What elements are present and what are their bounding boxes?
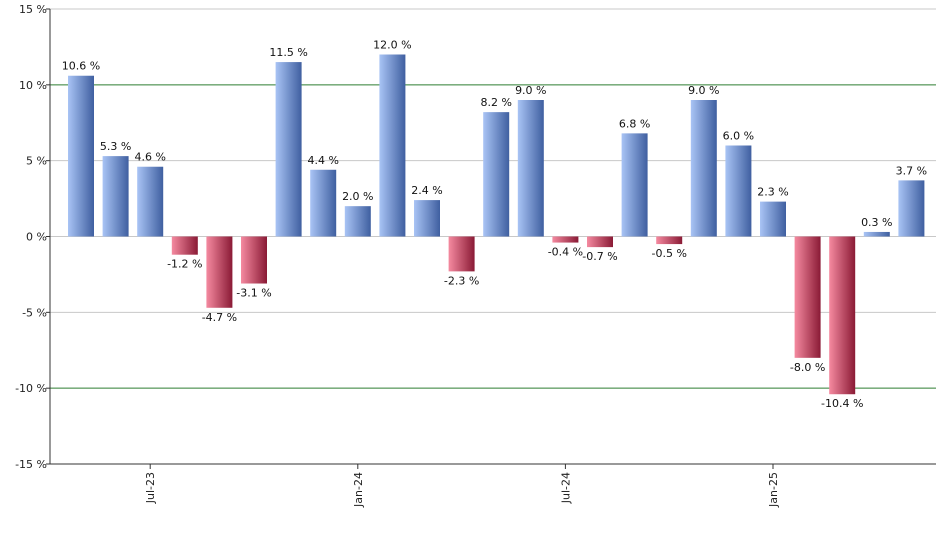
bar-value-label: 12.0 % (373, 39, 411, 52)
bar-value-label: 2.3 % (757, 186, 788, 199)
bar-positive (379, 54, 406, 237)
bar-positive (68, 75, 94, 237)
y-tick-label: 5 % (26, 155, 47, 168)
bar-value-label: -8.0 % (790, 361, 825, 374)
bar-value-label: 8.2 % (480, 96, 511, 109)
bar-positive (137, 166, 164, 237)
bar-value-label: 3.7 % (896, 164, 927, 177)
bar-value-label: -1.2 % (167, 258, 202, 271)
bar-positive (414, 200, 440, 237)
x-tick-label: Jan-25 (767, 472, 780, 508)
bar-negative (448, 236, 475, 272)
bar-value-label: -0.5 % (651, 247, 686, 260)
bar-value-label: -2.3 % (444, 274, 479, 287)
y-tick-label: -10 % (15, 382, 47, 395)
bar-value-label: 5.3 % (100, 140, 131, 153)
y-tick-label: -15 % (15, 458, 47, 471)
bar-positive (102, 156, 129, 237)
bar-positive (760, 201, 786, 237)
bar-negative (587, 236, 613, 248)
bar-value-label: 4.4 % (307, 154, 338, 167)
bar-value-label: -0.4 % (548, 246, 583, 259)
bar-negative (794, 236, 821, 358)
bar-negative (552, 236, 579, 243)
y-tick-label: 15 % (19, 3, 47, 16)
bar-value-label: 2.0 % (342, 190, 373, 203)
bar-value-label: 10.6 % (62, 60, 100, 73)
bar-positive (517, 100, 544, 237)
y-tick-label: 0 % (26, 231, 47, 244)
bars-layer (68, 54, 925, 395)
bar-value-label: -3.1 % (236, 287, 271, 300)
bar-negative (241, 236, 267, 284)
bar-value-label: 0.3 % (861, 216, 892, 229)
bar-positive (863, 231, 890, 237)
data-labels-layer: 10.6 % 5.3 %4.6 % -1.2 % -4.7 % -3.1 % 11.5 %… (62, 39, 927, 411)
bar-value-label: 4.6 % (134, 151, 165, 164)
bar-negative (171, 236, 198, 255)
bar-value-label: -0.7 % (582, 250, 617, 263)
bar-value-label: 9.0 % (515, 84, 546, 97)
bar-negative (656, 236, 683, 245)
bar-positive (898, 180, 925, 237)
bar-positive (690, 100, 717, 237)
bar-positive (310, 169, 337, 237)
bar-value-label: 2.4 % (411, 184, 442, 197)
x-tick-label: Jul-23 (144, 472, 157, 504)
bar-value-label: 11.5 % (269, 46, 307, 59)
bar-negative (206, 236, 233, 308)
x-tick-label: Jul-24 (559, 472, 572, 504)
axis-layer: 15 % 10 % 5 % 0 % -5 % -10 % -15 % Jul-23 Jan-24… (15, 3, 936, 508)
bar-value-label: -4.7 % (202, 311, 237, 324)
bar-positive (621, 133, 648, 237)
bar-value-label: 6.8 % (619, 117, 650, 130)
y-tick-label: 10 % (19, 79, 47, 92)
bar-negative (829, 236, 856, 395)
bar-value-label: -10.4 % (821, 397, 863, 410)
y-tick-label: -5 % (22, 306, 47, 319)
bar-value-label: 9.0 % (688, 84, 719, 97)
bar-positive (483, 112, 510, 237)
bar-positive (344, 206, 371, 237)
bar-positive (275, 62, 302, 237)
bar-positive (725, 145, 752, 237)
bar-value-label: 6.0 % (723, 130, 754, 143)
x-tick-label: Jan-24 (352, 472, 365, 508)
